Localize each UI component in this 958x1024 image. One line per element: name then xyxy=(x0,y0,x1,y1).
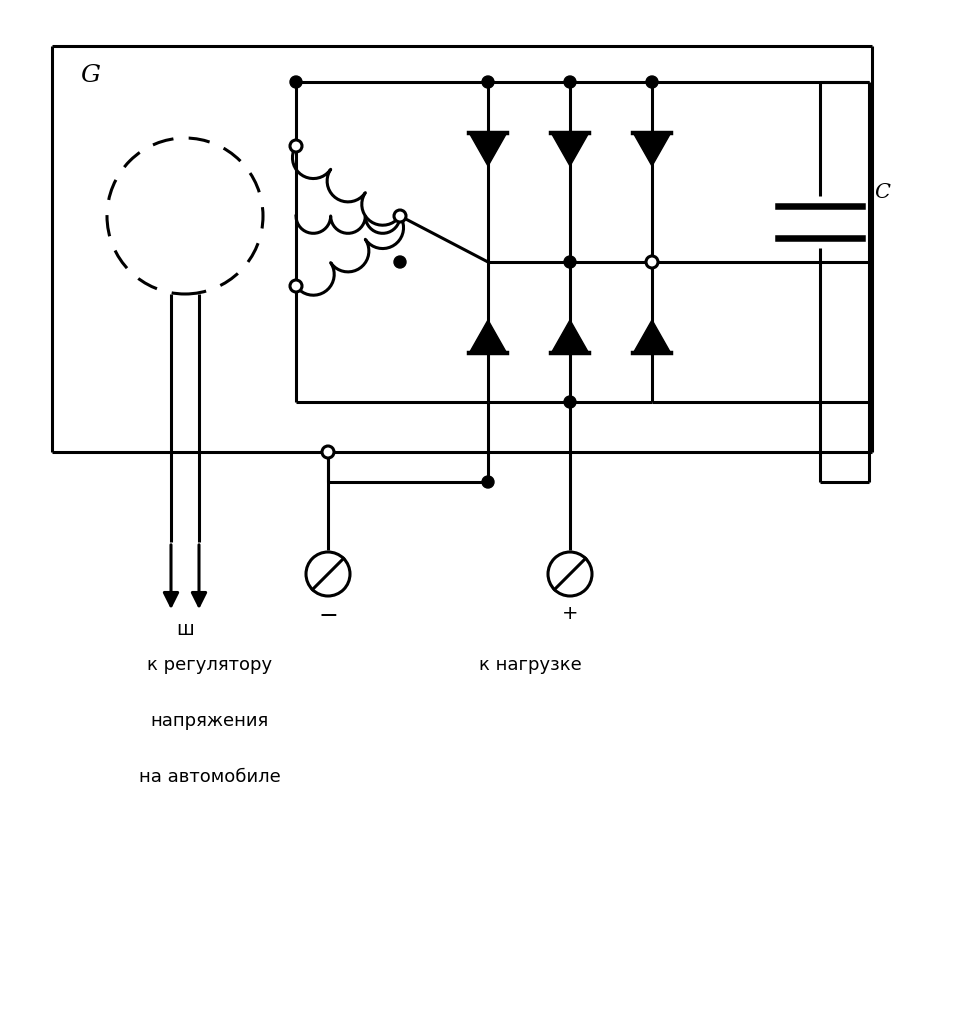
Text: +: + xyxy=(561,604,579,623)
Circle shape xyxy=(290,76,302,88)
Circle shape xyxy=(548,552,592,596)
Polygon shape xyxy=(551,319,589,353)
Polygon shape xyxy=(551,133,589,166)
Circle shape xyxy=(394,256,406,268)
Text: ш: ш xyxy=(176,620,194,639)
Circle shape xyxy=(564,396,576,408)
Circle shape xyxy=(482,476,494,488)
Text: напряжения: напряжения xyxy=(150,712,269,730)
Circle shape xyxy=(290,140,302,152)
Text: к регулятору: к регулятору xyxy=(148,656,273,674)
Circle shape xyxy=(564,76,576,88)
Polygon shape xyxy=(469,133,507,166)
Text: G: G xyxy=(80,63,100,87)
Text: к нагрузке: к нагрузке xyxy=(479,656,582,674)
Circle shape xyxy=(306,552,350,596)
Polygon shape xyxy=(469,319,507,353)
Text: на автомобиле: на автомобиле xyxy=(139,768,281,786)
Circle shape xyxy=(322,446,334,458)
Text: −: − xyxy=(318,604,338,628)
Circle shape xyxy=(482,76,494,88)
Circle shape xyxy=(394,210,406,222)
Circle shape xyxy=(564,256,576,268)
Circle shape xyxy=(646,76,658,88)
Circle shape xyxy=(290,280,302,292)
Polygon shape xyxy=(633,133,671,166)
Circle shape xyxy=(646,256,658,268)
Text: C: C xyxy=(874,182,890,202)
Polygon shape xyxy=(633,319,671,353)
